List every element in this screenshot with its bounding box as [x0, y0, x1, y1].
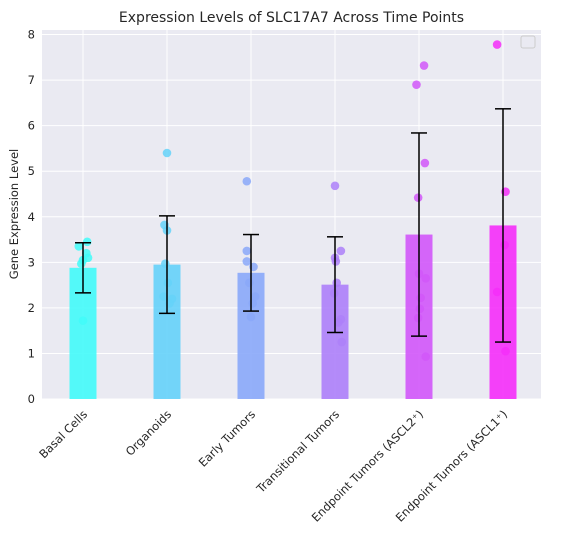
data-point: [336, 246, 346, 256]
data-point: [421, 273, 431, 283]
chart-title: Expression Levels of SLC17A7 Across Time…: [119, 10, 464, 26]
x-tick-label: Transitional Tumors: [253, 407, 342, 496]
data-point: [82, 248, 91, 258]
plot-background: [42, 30, 541, 399]
y-tick-label: 8: [28, 28, 35, 42]
legend-box: [520, 35, 536, 49]
data-point: [250, 292, 260, 301]
y-tick-label: 0: [28, 392, 35, 406]
data-point: [419, 61, 429, 70]
y-axis-label: Gene Expression Level: [7, 149, 21, 279]
data-point: [413, 313, 423, 323]
data-point: [501, 346, 510, 356]
data-point: [248, 299, 257, 308]
data-point: [77, 259, 86, 269]
data-point: [415, 304, 425, 314]
x-tick-label: Organoids: [123, 407, 174, 458]
bars: [69, 225, 517, 399]
y-tick-label: 5: [28, 164, 35, 178]
y-tick-label: 6: [28, 119, 35, 133]
x-tick-labels: Basal Cells Organoids Early TumorsTransiti…: [36, 407, 510, 524]
y-tick-label: 4: [28, 210, 35, 224]
error-bars: [75, 108, 511, 343]
data-point: [500, 240, 509, 250]
data-point: [82, 237, 92, 247]
data-point: [163, 278, 173, 288]
data-point: [242, 246, 252, 256]
data-point: [334, 318, 343, 327]
data-point: [412, 80, 421, 89]
data-point: [420, 158, 430, 168]
data-point: [246, 312, 256, 322]
data-point: [242, 257, 252, 266]
data-point: [161, 259, 170, 269]
data-point: [245, 278, 254, 288]
data-point: [329, 289, 339, 298]
data-point: [159, 292, 168, 301]
data-point: [337, 337, 347, 347]
y-tick-label: 7: [28, 73, 35, 87]
data-point: [492, 287, 502, 297]
data-point: [78, 316, 88, 325]
data-point: [416, 293, 425, 303]
y-tick-label: 3: [28, 255, 35, 269]
data-point: [492, 40, 502, 49]
y-tick-labels: 0 1 2 3 4 5 6 7 8: [28, 28, 35, 406]
y-tick-label: 1: [28, 346, 35, 360]
data-point: [413, 193, 423, 202]
data-point: [331, 257, 341, 266]
data-point: [74, 242, 84, 251]
x-tick-label: Basal Cells: [36, 407, 90, 461]
data-point: [330, 181, 340, 191]
data-point: [332, 278, 341, 288]
data-point: [242, 176, 252, 186]
data-point: [162, 148, 172, 158]
x-tick-label: Early Tumors: [196, 407, 258, 469]
data-point: [421, 352, 431, 361]
y-tick-label: 2: [28, 301, 35, 315]
